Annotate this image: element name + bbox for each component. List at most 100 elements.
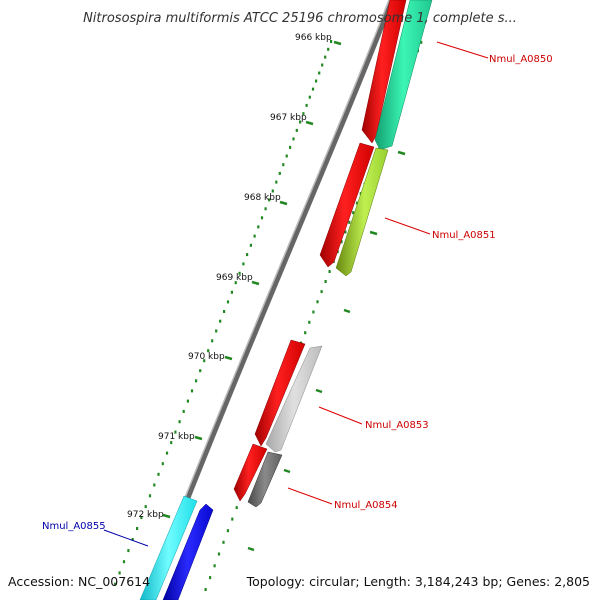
tick-dot — [136, 527, 139, 530]
tick-dot — [148, 494, 152, 498]
gene-label-nmul-a0851[interactable]: Nmul_A0851 — [432, 230, 496, 241]
tick-label-968: 968 kbp — [244, 193, 281, 203]
tick-dot — [316, 300, 319, 304]
tick-dot — [219, 319, 222, 323]
tick-dot — [170, 441, 173, 445]
tick-dot — [324, 280, 327, 283]
major-tick-972 — [162, 513, 171, 519]
tick-dot — [217, 552, 221, 556]
tick-dot — [324, 55, 327, 59]
tick-dot — [268, 198, 271, 202]
tick-dot — [355, 201, 359, 205]
gene-block-nmul-a0853[interactable] — [265, 345, 323, 453]
major-tick-971 — [194, 435, 203, 441]
tick-dot — [234, 281, 237, 285]
map-title: Nitrosospira multiformis ATCC 25196 chro… — [83, 11, 517, 26]
gene-label-nmul-a0853[interactable]: Nmul_A0853 — [365, 420, 429, 431]
gene-block-nmul-a0854[interactable] — [247, 451, 283, 508]
gene-block-nmul-a0855[interactable] — [139, 495, 198, 600]
tick-dot — [226, 529, 229, 533]
tick-dot — [174, 430, 177, 434]
cds-arrow-4[interactable] — [233, 443, 268, 502]
tick-dot — [271, 189, 274, 193]
accession-text: Accession: NC_007614 — [8, 574, 150, 589]
tick-dot — [299, 120, 302, 124]
tick-dot — [308, 320, 311, 324]
tick-dot — [211, 339, 214, 343]
tick-dot — [318, 71, 321, 75]
tick-dot — [127, 549, 130, 553]
tick-dot — [275, 180, 278, 184]
tick-dot — [311, 87, 315, 91]
tick-dot — [305, 103, 308, 107]
tick-dot — [207, 349, 210, 353]
tick-dot — [328, 270, 331, 273]
tick-dot — [203, 359, 206, 363]
tick-dot — [289, 145, 292, 149]
tick-label-967: 967 kbp — [270, 113, 307, 123]
gene-block-reverse-blue[interactable] — [162, 503, 214, 600]
tick-label-969: 969 kbp — [216, 273, 253, 283]
tick-dot — [321, 63, 324, 67]
gene-labels: Nmul_A0850 Nmul_A0851 Nmul_A0853 Nmul_A0… — [42, 54, 553, 532]
tick-dot — [253, 234, 256, 238]
cds-arrow-3[interactable] — [254, 339, 306, 447]
tick-dot — [182, 409, 185, 413]
major-tick-968 — [279, 200, 288, 206]
tick-dot — [308, 95, 311, 99]
tick-dot — [122, 560, 126, 564]
tick-dot — [285, 154, 288, 158]
tick-dot — [302, 112, 305, 116]
tick-dot — [190, 389, 194, 393]
tick-dot — [242, 262, 245, 266]
tick-label-966: 966 kbp — [295, 33, 332, 43]
tick-dot — [282, 163, 285, 167]
tick-dot — [340, 240, 343, 244]
major-tick-969 — [251, 280, 260, 286]
tick-dot — [264, 207, 267, 211]
tick-dot — [118, 571, 121, 575]
tick-label-972: 972 kbp — [127, 510, 164, 520]
tick-dot — [330, 40, 333, 43]
tick-dot — [231, 517, 234, 521]
tick-dot — [320, 290, 323, 294]
tick-dot — [131, 538, 134, 541]
tick-dot — [238, 271, 241, 275]
gene-label-nmul-a0855[interactable]: Nmul_A0855 — [42, 521, 106, 532]
topology-summary: Topology: circular; Length: 3,184,243 bp… — [246, 574, 590, 589]
tick-dot — [249, 243, 252, 247]
tick-label-971: 971 kbp — [158, 432, 195, 442]
tick-dot — [144, 505, 147, 509]
tick-dot — [165, 451, 169, 455]
tick-dot — [199, 369, 202, 373]
tick-dot — [178, 420, 181, 424]
cds-arrow-2[interactable] — [319, 142, 375, 268]
inner-tick-marks — [247, 150, 406, 552]
tick-dot — [260, 216, 264, 220]
tick-dot — [230, 290, 233, 294]
gene-block-nmul-a0851[interactable] — [335, 147, 389, 277]
tick-dot — [304, 331, 307, 335]
tick-dot — [114, 582, 117, 586]
gene-leader-lines — [103, 41, 489, 547]
major-tick-966 — [333, 40, 342, 46]
gene-label-nmul-a0850[interactable]: Nmul_A0850 — [489, 54, 553, 65]
gene-block-nmul-a0850[interactable] — [374, 0, 433, 151]
scale-ticks: 966 kbp 967 kbp 968 kbp 969 kbp 970 kbp … — [127, 33, 342, 520]
tick-dot — [292, 137, 295, 141]
gene-label-nmul-a0854[interactable]: Nmul_A0854 — [334, 500, 398, 511]
tick-dot — [312, 310, 315, 314]
tick-dot — [215, 329, 218, 333]
tick-dot — [153, 483, 156, 487]
cds-arrow-1[interactable] — [361, 0, 407, 144]
tick-dot — [327, 47, 330, 51]
major-tick-970 — [224, 355, 233, 361]
tick-dot — [344, 230, 347, 234]
tick-dot — [420, 40, 423, 44]
tick-dot — [140, 516, 143, 519]
tick-dot — [235, 506, 238, 510]
tick-dot — [315, 79, 318, 83]
tick-dot — [295, 128, 298, 132]
tick-label-970: 970 kbp — [188, 352, 225, 362]
